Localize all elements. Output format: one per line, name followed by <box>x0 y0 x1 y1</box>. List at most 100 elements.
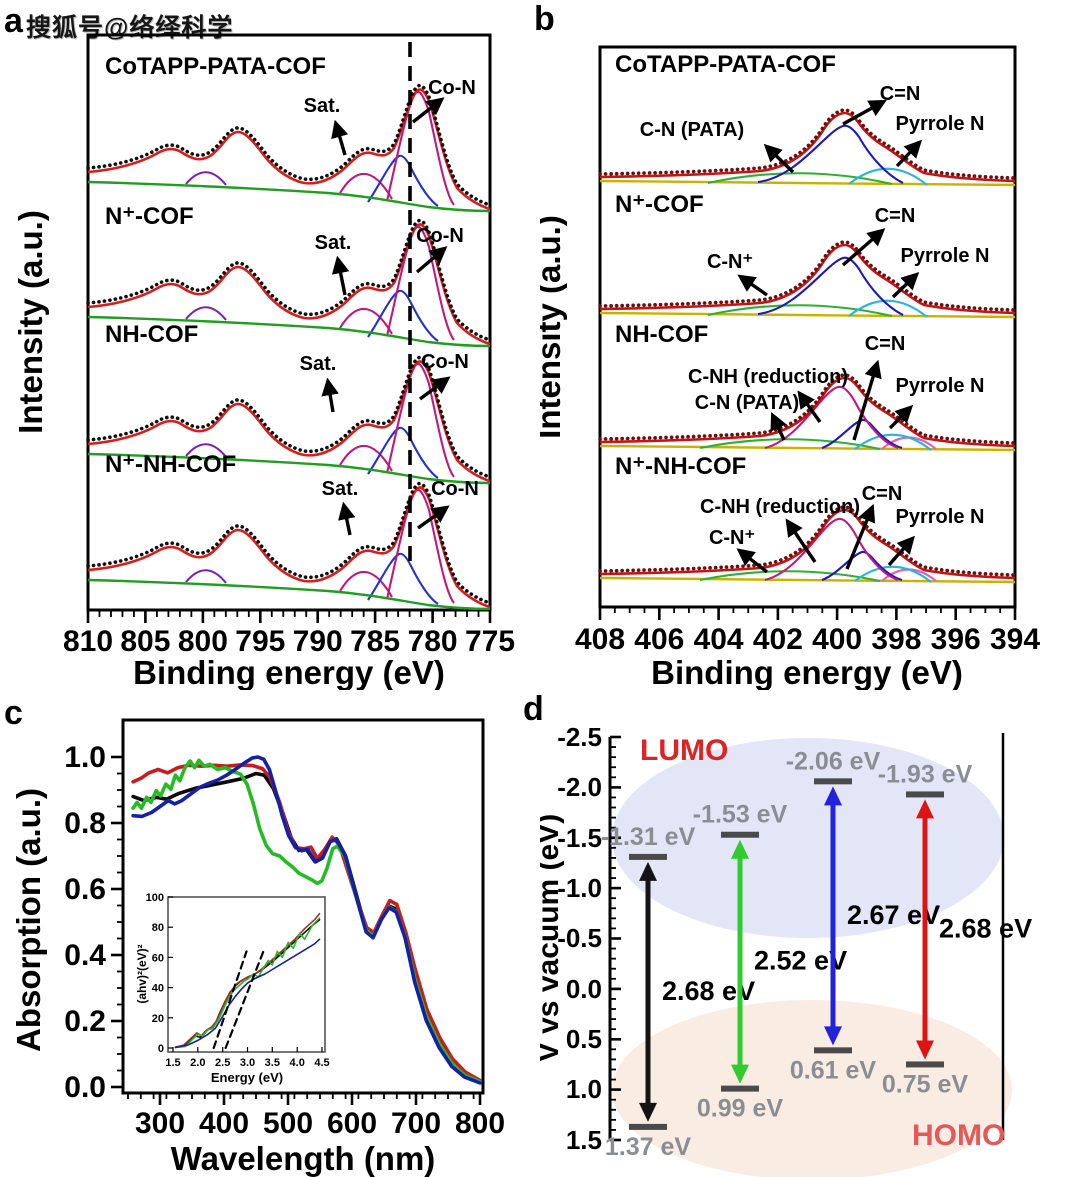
spectrum-name: N⁺-COF <box>615 191 704 218</box>
con-annotation: Co-N <box>428 77 476 99</box>
co2p-spectrum-nplusnh <box>86 481 492 611</box>
green-lumo-value: -1.53 eV <box>693 801 788 829</box>
red-homo-value: 0.75 eV <box>882 1070 969 1098</box>
annotation-arrow <box>770 411 787 441</box>
spectrum-name: NH-COF <box>615 321 708 348</box>
spectrum-name: N⁺-NH-COF <box>105 451 236 478</box>
con-annotation: Co-N <box>416 225 464 247</box>
black-lumo-value: -1.31 eV <box>601 823 696 851</box>
red-homo-level-bar <box>906 1061 944 1068</box>
y-tick: 0.6 <box>64 873 106 906</box>
sat-arrow <box>331 255 350 296</box>
component-annotation: C-NH (reduction) <box>700 496 860 518</box>
y-tick: 0.0 <box>64 1071 106 1104</box>
x-tick: 402 <box>753 623 803 656</box>
component-annotation: C-N (PATA) <box>640 119 744 141</box>
panel-a-frame <box>86 33 492 612</box>
inset-x-axis-label: Energy (eV) <box>211 1070 283 1085</box>
x-tick: 790 <box>293 625 343 658</box>
inset-x-tick: 3.0 <box>240 1057 255 1069</box>
y-tick: -2.5 <box>557 722 602 752</box>
con-arrow <box>411 97 445 124</box>
inset-x-tick: 4.0 <box>290 1057 305 1069</box>
con-annotation: Co-N <box>431 478 479 500</box>
spectrum-name: N⁺-COF <box>105 203 194 230</box>
panel-label-d: d <box>523 690 544 728</box>
x-tick: 394 <box>990 623 1040 656</box>
sat-arrow <box>338 501 356 536</box>
y-axis-label: Intensity (a.u.) <box>12 210 49 434</box>
annotation-arrow <box>891 271 920 299</box>
x-tick: 795 <box>235 625 285 658</box>
sat-annotation: Sat. <box>322 478 359 500</box>
blue-homo-value: 0.61 eV <box>790 1056 877 1084</box>
inset-y-axis-label: (ahv)²(eV)² <box>135 944 149 1003</box>
inset-y-tick: 40 <box>152 983 164 995</box>
component-annotation: C-N⁺ <box>709 527 755 549</box>
sat-arrow <box>331 119 349 156</box>
inset-x-tick: 3.5 <box>265 1057 280 1069</box>
x-tick: 800 <box>178 625 228 658</box>
inset-y-tick: 60 <box>152 952 164 964</box>
black-arrowhead-up-icon <box>639 861 657 881</box>
black-homo-value: 1.37 eV <box>605 1133 692 1161</box>
x-axis-label: Binding energy (eV) <box>651 654 963 690</box>
y-tick: 1.0 <box>64 741 106 774</box>
y-tick: 0.5 <box>566 1024 602 1054</box>
blue-lumo-level-bar <box>814 778 852 785</box>
annotation-arrow <box>785 518 817 563</box>
inset-x-tick: 2.0 <box>190 1057 205 1069</box>
spectrum-name: CoTAPP-PATA-COF <box>615 51 836 78</box>
component-annotation: C-N (PATA) <box>695 392 799 414</box>
tauc-curves <box>174 912 321 1050</box>
inset-y-ticks <box>168 896 173 1049</box>
homo-label: HOMO <box>912 1119 1005 1152</box>
component-annotation: C=N <box>880 83 921 105</box>
component-annotation: C-NH (reduction) <box>688 366 848 388</box>
y-axis-label: Intensity (a.u.) <box>540 215 567 439</box>
x-tick: 700 <box>391 1107 441 1140</box>
x-tick: 780 <box>408 625 458 658</box>
y-tick: -1.0 <box>557 873 602 903</box>
inset-y-tick: 0 <box>158 1043 164 1055</box>
x-tick: 805 <box>120 625 170 658</box>
annotation-arrow <box>842 99 887 126</box>
red-lumo-value: -1.93 eV <box>878 760 973 788</box>
x-tick: 785 <box>350 625 400 658</box>
x-tick: 300 <box>135 1107 185 1140</box>
absorption-curves <box>131 755 482 1085</box>
green-curve <box>174 917 321 1049</box>
y-tick: 0.4 <box>64 939 106 972</box>
con-arrow <box>417 505 450 530</box>
homo-region-ellipse <box>612 1000 1012 1177</box>
panel-a-major-ticks <box>86 610 492 623</box>
x-tick: 400 <box>199 1107 249 1140</box>
panel-c-y-minor-ticks <box>117 756 123 1088</box>
x-tick: 404 <box>694 623 744 656</box>
red-lumo-level-bar <box>906 791 944 798</box>
panel-a-co2p-xps: CoTAPP-PATA-COF N⁺-COF NH-COF N⁺-NH-COF … <box>12 33 515 690</box>
x-tick: 400 <box>812 623 862 656</box>
y-tick: -1.5 <box>557 823 602 853</box>
panel-b-n1s-xps: CoTAPP-PATA-COF N⁺-COF NH-COF N⁺-NH-COF … <box>540 45 1040 690</box>
sat-annotation: Sat. <box>300 353 337 375</box>
y-tick: -0.5 <box>557 923 602 953</box>
tauc-curve <box>212 950 248 1050</box>
panel-label-b: b <box>534 0 555 38</box>
component-annotation: Pyrrole N <box>901 245 990 267</box>
sat-annotation: Sat. <box>304 95 341 117</box>
annotation-arrow <box>797 390 822 423</box>
panel-d-energy-levels: -2.5 -2.0 -1.5 -1.0 -0.5 0.0 0.5 1.0 1.5… <box>540 722 1032 1177</box>
blue-curve <box>174 938 321 1049</box>
sat-arrow <box>321 377 339 413</box>
x-tick: 810 <box>63 625 113 658</box>
tauc-inset: 1.5 2.0 2.5 3.0 3.5 4.0 4.5 0 20 40 60 8… <box>135 892 330 1085</box>
x-axis-label: Binding energy (eV) <box>133 654 445 690</box>
x-tick: 775 <box>465 625 515 658</box>
y-tick: 0.8 <box>64 807 106 840</box>
blue-homo-level-bar <box>814 1047 852 1054</box>
co2p-spectrum-cotapp <box>86 83 492 213</box>
black-arrowhead-down-icon <box>639 1102 657 1122</box>
panel-label-c: c <box>4 694 23 732</box>
annotation-arrow <box>895 139 923 168</box>
